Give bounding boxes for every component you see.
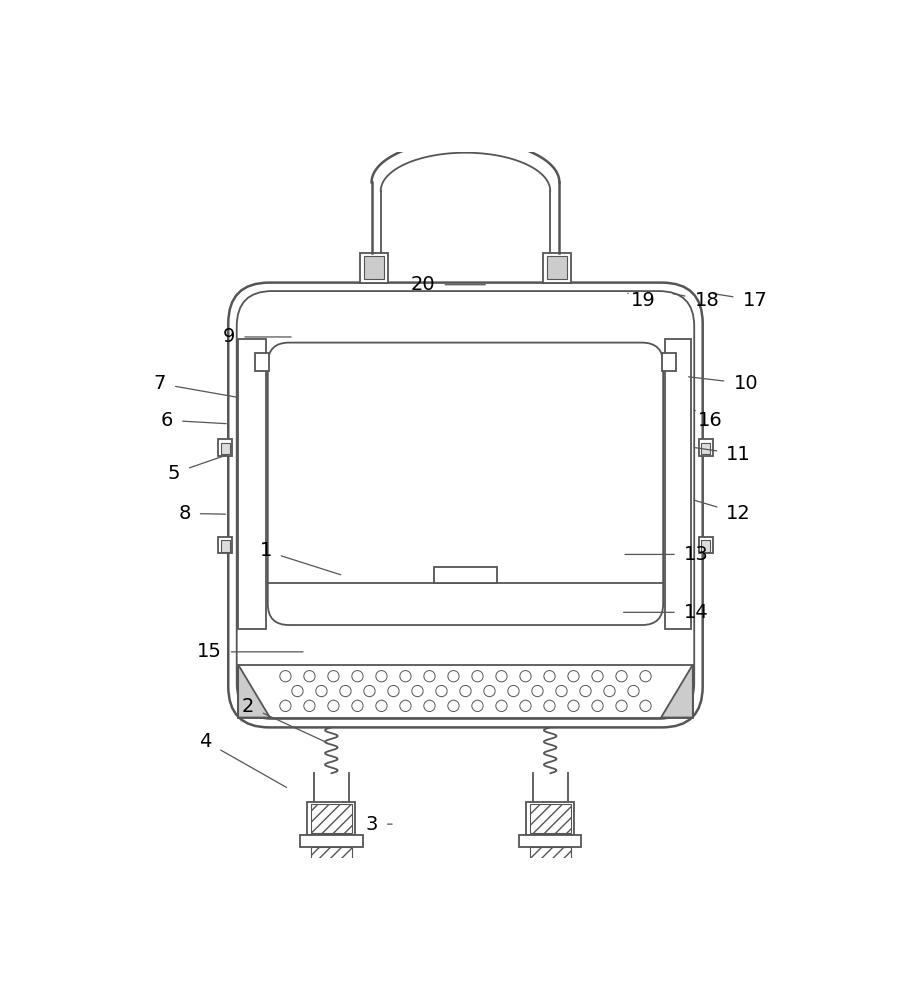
Bar (516, 874, 585, 891)
Text: 14: 14 (623, 603, 709, 622)
Bar (543, 253, 571, 283)
Text: 15: 15 (197, 642, 303, 661)
Text: 18: 18 (673, 291, 720, 310)
Text: 5: 5 (168, 455, 226, 483)
Bar (311, 847, 352, 874)
Bar (548, 256, 568, 279)
Text: 12: 12 (694, 500, 751, 523)
Bar (519, 835, 581, 847)
Text: 13: 13 (625, 545, 709, 564)
Bar (307, 802, 355, 835)
Text: 3: 3 (365, 815, 392, 834)
Text: 2: 2 (241, 697, 327, 742)
Text: 19: 19 (628, 291, 656, 310)
Bar (701, 443, 710, 454)
FancyBboxPatch shape (229, 283, 702, 727)
FancyBboxPatch shape (237, 291, 694, 719)
Bar (665, 339, 691, 629)
Polygon shape (661, 665, 693, 718)
Bar (297, 874, 365, 891)
Bar (699, 439, 713, 456)
FancyBboxPatch shape (268, 343, 663, 625)
Bar (527, 802, 574, 835)
Bar (221, 540, 230, 552)
Bar (238, 665, 692, 718)
Text: 10: 10 (689, 374, 758, 393)
Bar (255, 353, 270, 371)
Bar (701, 540, 710, 552)
Bar (699, 537, 713, 553)
Bar (311, 804, 352, 833)
Text: 1: 1 (260, 541, 341, 575)
Bar (218, 439, 231, 456)
Text: 20: 20 (411, 275, 486, 294)
Bar (363, 256, 384, 279)
Polygon shape (238, 665, 270, 718)
Bar (529, 804, 570, 833)
Text: 4: 4 (200, 732, 287, 787)
Bar (434, 567, 497, 583)
Text: 8: 8 (179, 504, 225, 523)
Text: 16: 16 (694, 410, 722, 430)
Text: 11: 11 (694, 445, 751, 464)
Bar (529, 847, 570, 874)
Text: 9: 9 (223, 327, 292, 346)
Bar (238, 339, 266, 629)
Bar (221, 443, 230, 454)
Text: 6: 6 (160, 411, 226, 430)
Bar (300, 835, 363, 847)
Bar (360, 253, 388, 283)
Text: 17: 17 (713, 291, 767, 310)
Bar (218, 537, 231, 553)
Bar (661, 353, 676, 371)
Text: 7: 7 (154, 374, 237, 397)
